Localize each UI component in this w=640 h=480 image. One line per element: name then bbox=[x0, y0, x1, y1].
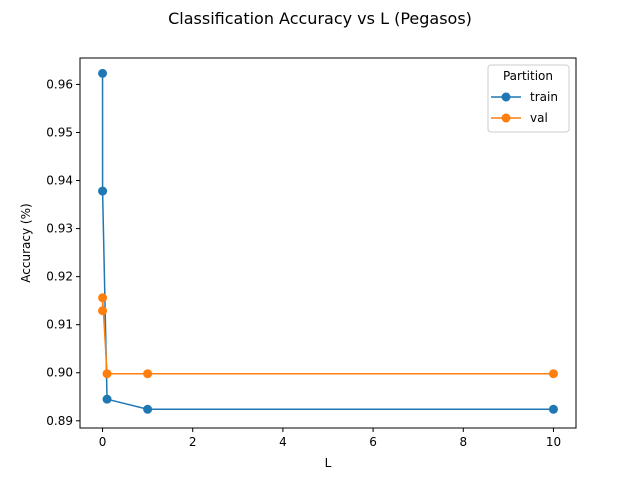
y-tick-label: 0.96 bbox=[46, 77, 73, 91]
data-point-val bbox=[98, 293, 108, 303]
y-tick-label: 0.92 bbox=[46, 270, 73, 284]
series-layer bbox=[98, 68, 558, 414]
legend-marker-train bbox=[501, 92, 511, 102]
x-axis: 0 2 4 6 8 10 bbox=[99, 428, 561, 449]
plot-frame bbox=[79, 57, 577, 429]
legend-title: Partition bbox=[503, 69, 553, 83]
data-point-val bbox=[102, 369, 112, 379]
y-tick-label: 0.94 bbox=[46, 174, 73, 188]
x-tick-label: 10 bbox=[546, 435, 561, 449]
x-tick-label: 0 bbox=[99, 435, 107, 449]
data-point-train bbox=[98, 68, 108, 78]
x-tick-label: 4 bbox=[279, 435, 287, 449]
data-point-val bbox=[98, 306, 108, 316]
data-point-val bbox=[143, 369, 153, 379]
data-point-val bbox=[548, 369, 558, 379]
x-axis-label: L bbox=[325, 456, 332, 470]
data-point-train bbox=[548, 404, 558, 414]
x-tick-label: 6 bbox=[369, 435, 377, 449]
y-tick-label: 0.89 bbox=[46, 414, 73, 428]
legend-marker-val bbox=[501, 113, 511, 123]
chart-title: Classification Accuracy vs L (Pegasos) bbox=[168, 9, 472, 28]
y-tick-label: 0.90 bbox=[46, 366, 73, 380]
y-axis-label: Accuracy (%) bbox=[19, 203, 33, 282]
y-tick-label: 0.93 bbox=[46, 222, 73, 236]
x-tick-label: 2 bbox=[189, 435, 197, 449]
data-point-train bbox=[143, 404, 153, 414]
legend-item-train: train bbox=[491, 90, 558, 104]
data-point-train bbox=[98, 186, 108, 196]
x-tick-label: 8 bbox=[459, 435, 467, 449]
legend: Partition train val bbox=[487, 64, 570, 133]
legend-label-val: val bbox=[530, 111, 548, 125]
y-tick-label: 0.95 bbox=[46, 125, 73, 139]
data-point-train bbox=[102, 394, 112, 404]
y-tick-label: 0.91 bbox=[46, 318, 73, 332]
series-val bbox=[98, 293, 558, 379]
axes-layer bbox=[79, 57, 577, 429]
legend-item-val: val bbox=[491, 111, 548, 125]
y-axis: 0.89 0.90 0.91 0.92 0.93 0.94 0.95 0.96 bbox=[46, 77, 80, 428]
legend-label-train: train bbox=[530, 90, 558, 104]
series-train bbox=[98, 68, 558, 414]
